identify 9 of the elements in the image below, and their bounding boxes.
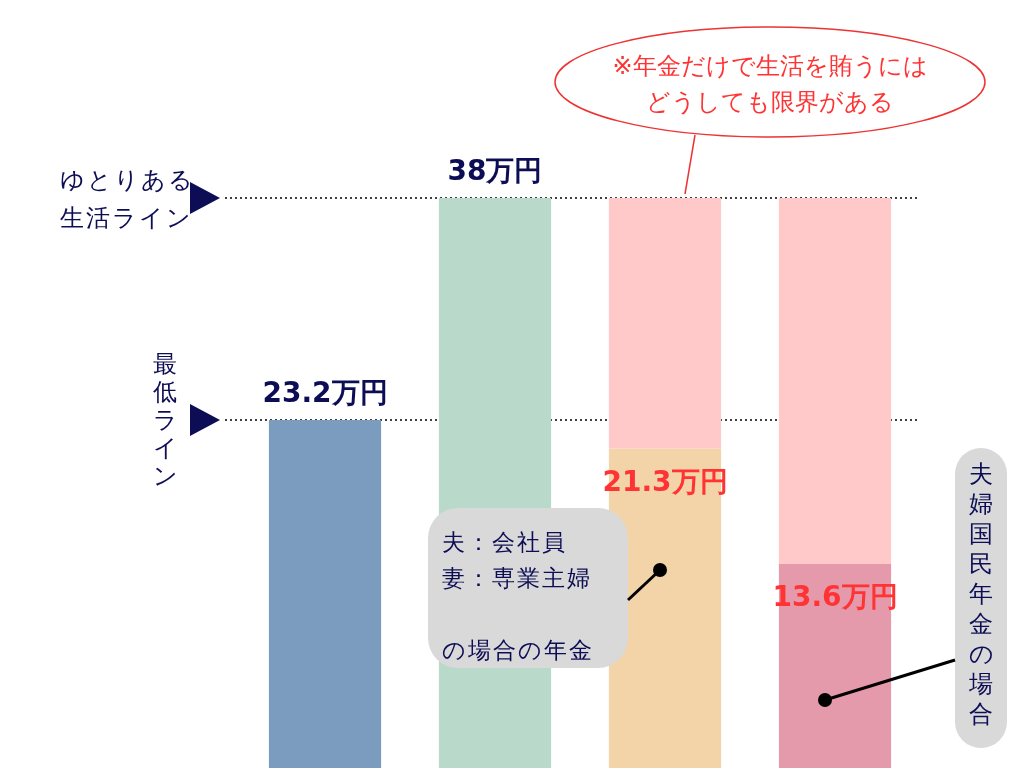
annotation: 夫：会社員: [442, 529, 567, 555]
annotation: 妻：専業主婦: [442, 565, 592, 591]
data-label: 38万円: [447, 154, 543, 187]
text: ※年金だけで生活を賄うにはどうしても限界がある: [612, 52, 928, 116]
data-label: 21.3万円: [602, 464, 728, 498]
ref-line-label: 最低ライン: [152, 350, 178, 490]
data-label: 23.2万円: [262, 376, 388, 409]
ref-line-label: ゆとりある生活ライン: [60, 166, 195, 232]
annotation: の場合の年金: [442, 637, 594, 663]
